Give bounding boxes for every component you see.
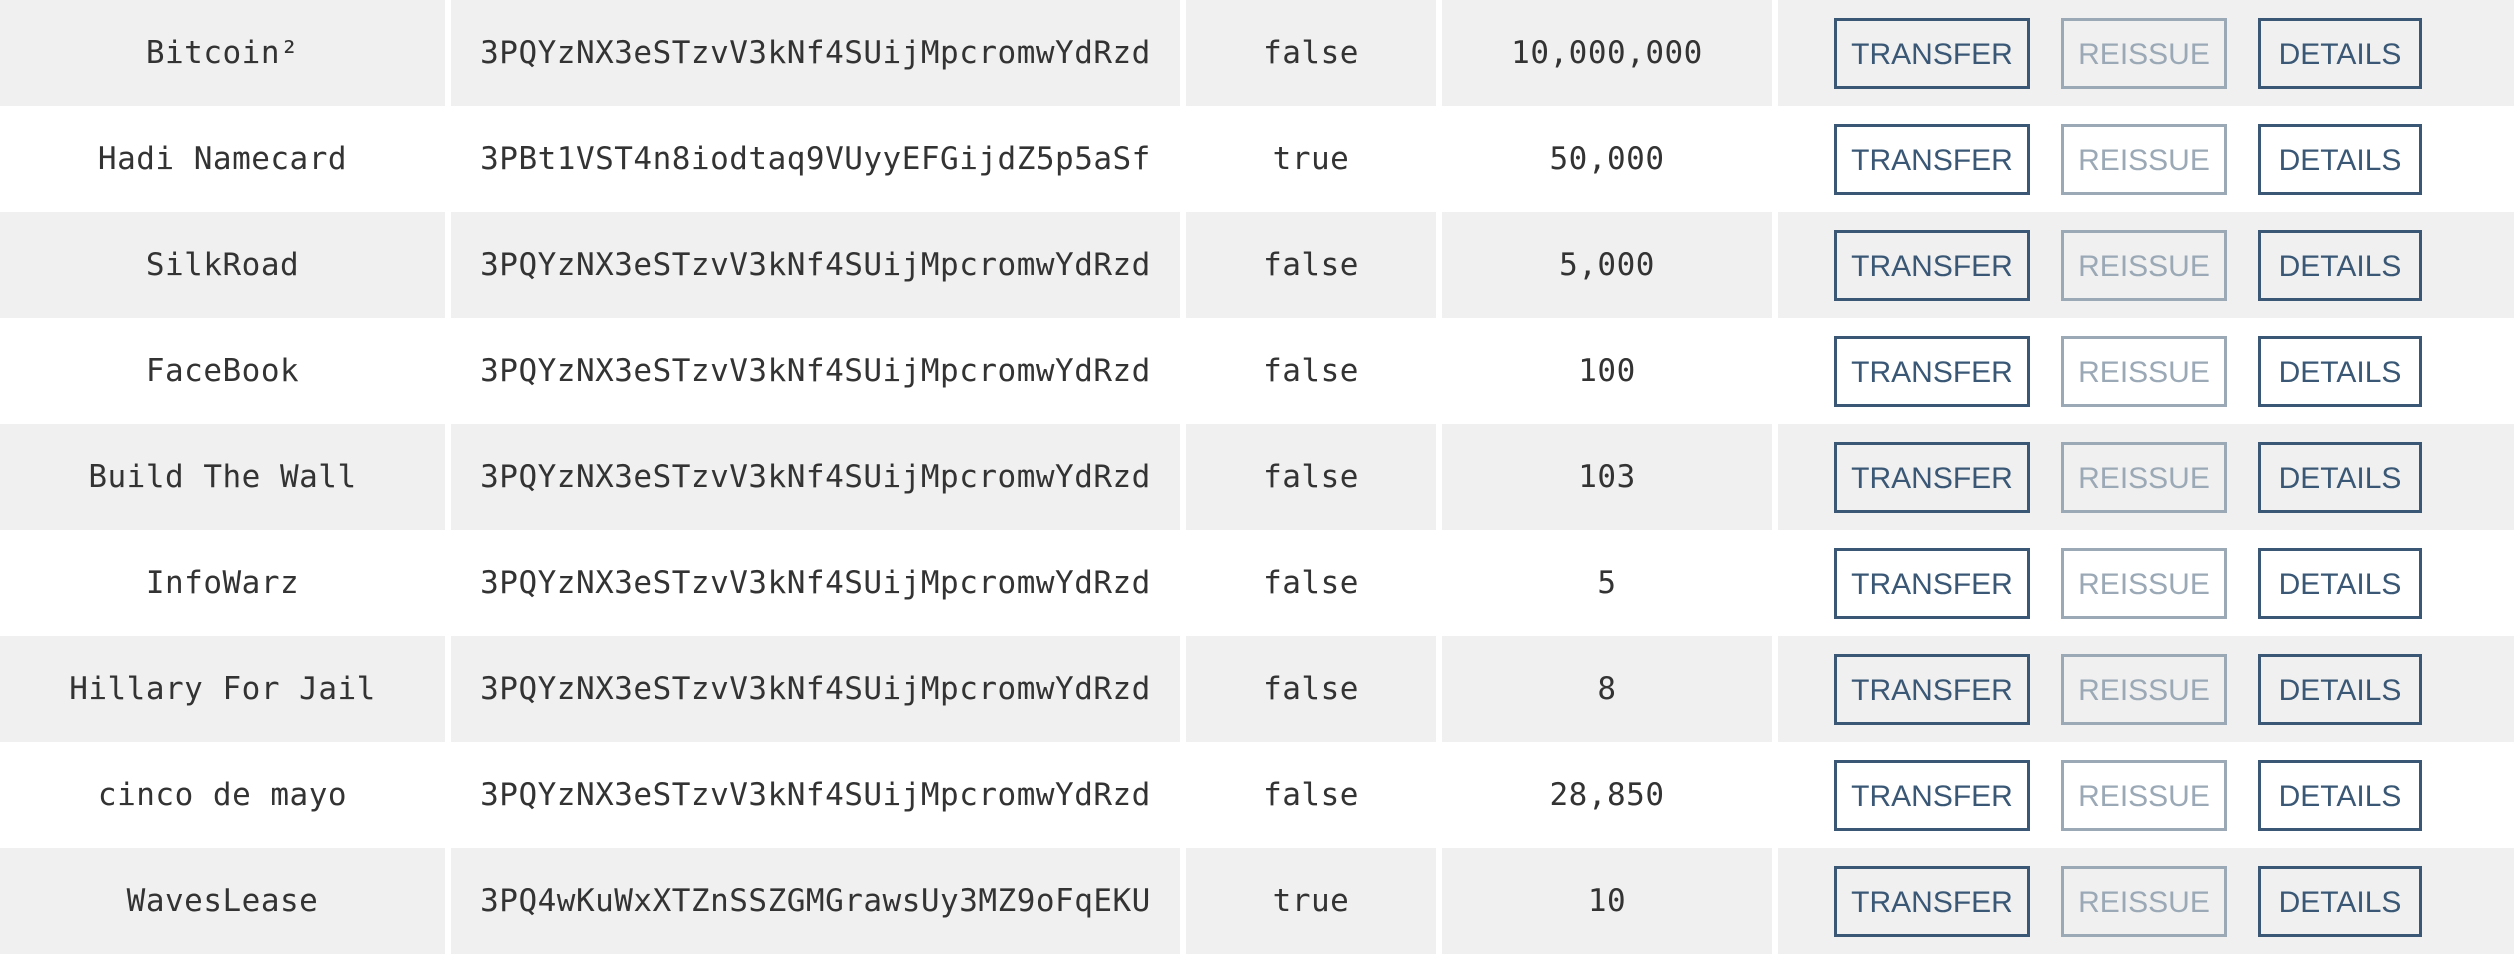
quantity-value: 103 [1442,424,1778,530]
reissue-button[interactable]: REISSUE [2061,229,2227,301]
transfer-button[interactable]: TRANSFER [1834,441,2030,513]
asset-name: cinco de mayo [0,742,451,848]
quantity-value: 8 [1442,636,1778,742]
issuer-address: 3PQYzNX3eSTzvV3kNf4SUijMpcromwYdRzd [451,0,1186,106]
table-row: SilkRoad 3PQYzNX3eSTzvV3kNf4SUijMpcromwY… [0,212,2514,318]
asset-name: WavesLease [0,848,451,954]
asset-name: Hillary For Jail [0,636,451,742]
reissuable-value: false [1186,212,1442,318]
details-button[interactable]: DETAILS [2258,229,2422,301]
actions-cell: TRANSFER REISSUE DETAILS [1778,318,2514,424]
reissue-button[interactable]: REISSUE [2061,17,2227,89]
transfer-button[interactable]: TRANSFER [1834,547,2030,619]
asset-name: Hadi Namecard [0,106,451,212]
actions-cell: TRANSFER REISSUE DETAILS [1778,530,2514,636]
quantity-value: 50,000 [1442,106,1778,212]
actions-cell: TRANSFER REISSUE DETAILS [1778,742,2514,848]
transfer-button[interactable]: TRANSFER [1834,17,2030,89]
reissuable-value: false [1186,636,1442,742]
issuer-address: 3PQ4wKuWxXTZnSSZGMGrawsUy3MZ9oFqEKU [451,848,1186,954]
quantity-value: 10 [1442,848,1778,954]
table-row: cinco de mayo 3PQYzNX3eSTzvV3kNf4SUijMpc… [0,742,2514,848]
table-row: WavesLease 3PQ4wKuWxXTZnSSZGMGrawsUy3MZ9… [0,848,2514,954]
details-button[interactable]: DETAILS [2258,547,2422,619]
reissue-button[interactable]: REISSUE [2061,441,2227,513]
asset-name: SilkRoad [0,212,451,318]
quantity-value: 100 [1442,318,1778,424]
reissuable-value: true [1186,106,1442,212]
actions-cell: TRANSFER REISSUE DETAILS [1778,848,2514,954]
details-button[interactable]: DETAILS [2258,123,2422,195]
actions-cell: TRANSFER REISSUE DETAILS [1778,106,2514,212]
quantity-value: 5,000 [1442,212,1778,318]
issuer-address: 3PQYzNX3eSTzvV3kNf4SUijMpcromwYdRzd [451,636,1186,742]
asset-name: Bitcoin² [0,0,451,106]
details-button[interactable]: DETAILS [2258,17,2422,89]
transfer-button[interactable]: TRANSFER [1834,759,2030,831]
table-row: InfoWarz 3PQYzNX3eSTzvV3kNf4SUijMpcromwY… [0,530,2514,636]
issuer-address: 3PQYzNX3eSTzvV3kNf4SUijMpcromwYdRzd [451,212,1186,318]
transfer-button[interactable]: TRANSFER [1834,865,2030,937]
details-button[interactable]: DETAILS [2258,653,2422,725]
reissue-button[interactable]: REISSUE [2061,865,2227,937]
issuer-address: 3PBt1VST4n8iodtaq9VUyyEFGijdZ5p5aSf [451,106,1186,212]
issuer-address: 3PQYzNX3eSTzvV3kNf4SUijMpcromwYdRzd [451,742,1186,848]
reissuable-value: false [1186,0,1442,106]
reissuable-value: true [1186,848,1442,954]
actions-cell: TRANSFER REISSUE DETAILS [1778,636,2514,742]
quantity-value: 5 [1442,530,1778,636]
quantity-value: 28,850 [1442,742,1778,848]
reissue-button[interactable]: REISSUE [2061,123,2227,195]
quantity-value: 10,000,000 [1442,0,1778,106]
asset-name: FaceBook [0,318,451,424]
issuer-address: 3PQYzNX3eSTzvV3kNf4SUijMpcromwYdRzd [451,424,1186,530]
reissuable-value: false [1186,318,1442,424]
transfer-button[interactable]: TRANSFER [1834,653,2030,725]
actions-cell: TRANSFER REISSUE DETAILS [1778,212,2514,318]
transfer-button[interactable]: TRANSFER [1834,123,2030,195]
reissue-button[interactable]: REISSUE [2061,653,2227,725]
reissuable-value: false [1186,530,1442,636]
asset-name: Build The Wall [0,424,451,530]
issuer-address: 3PQYzNX3eSTzvV3kNf4SUijMpcromwYdRzd [451,318,1186,424]
transfer-button[interactable]: TRANSFER [1834,335,2030,407]
asset-name: InfoWarz [0,530,451,636]
actions-cell: TRANSFER REISSUE DETAILS [1778,424,2514,530]
table-row: Bitcoin² 3PQYzNX3eSTzvV3kNf4SUijMpcromwY… [0,0,2514,106]
reissue-button[interactable]: REISSUE [2061,759,2227,831]
transfer-button[interactable]: TRANSFER [1834,229,2030,301]
table-row: FaceBook 3PQYzNX3eSTzvV3kNf4SUijMpcromwY… [0,318,2514,424]
reissuable-value: false [1186,424,1442,530]
actions-cell: TRANSFER REISSUE DETAILS [1778,0,2514,106]
reissue-button[interactable]: REISSUE [2061,547,2227,619]
reissuable-value: false [1186,742,1442,848]
details-button[interactable]: DETAILS [2258,759,2422,831]
details-button[interactable]: DETAILS [2258,335,2422,407]
table-row: Hillary For Jail 3PQYzNX3eSTzvV3kNf4SUij… [0,636,2514,742]
table-row: Build The Wall 3PQYzNX3eSTzvV3kNf4SUijMp… [0,424,2514,530]
details-button[interactable]: DETAILS [2258,441,2422,513]
reissue-button[interactable]: REISSUE [2061,335,2227,407]
issuer-address: 3PQYzNX3eSTzvV3kNf4SUijMpcromwYdRzd [451,530,1186,636]
details-button[interactable]: DETAILS [2258,865,2422,937]
table-row: Hadi Namecard 3PBt1VST4n8iodtaq9VUyyEFGi… [0,106,2514,212]
